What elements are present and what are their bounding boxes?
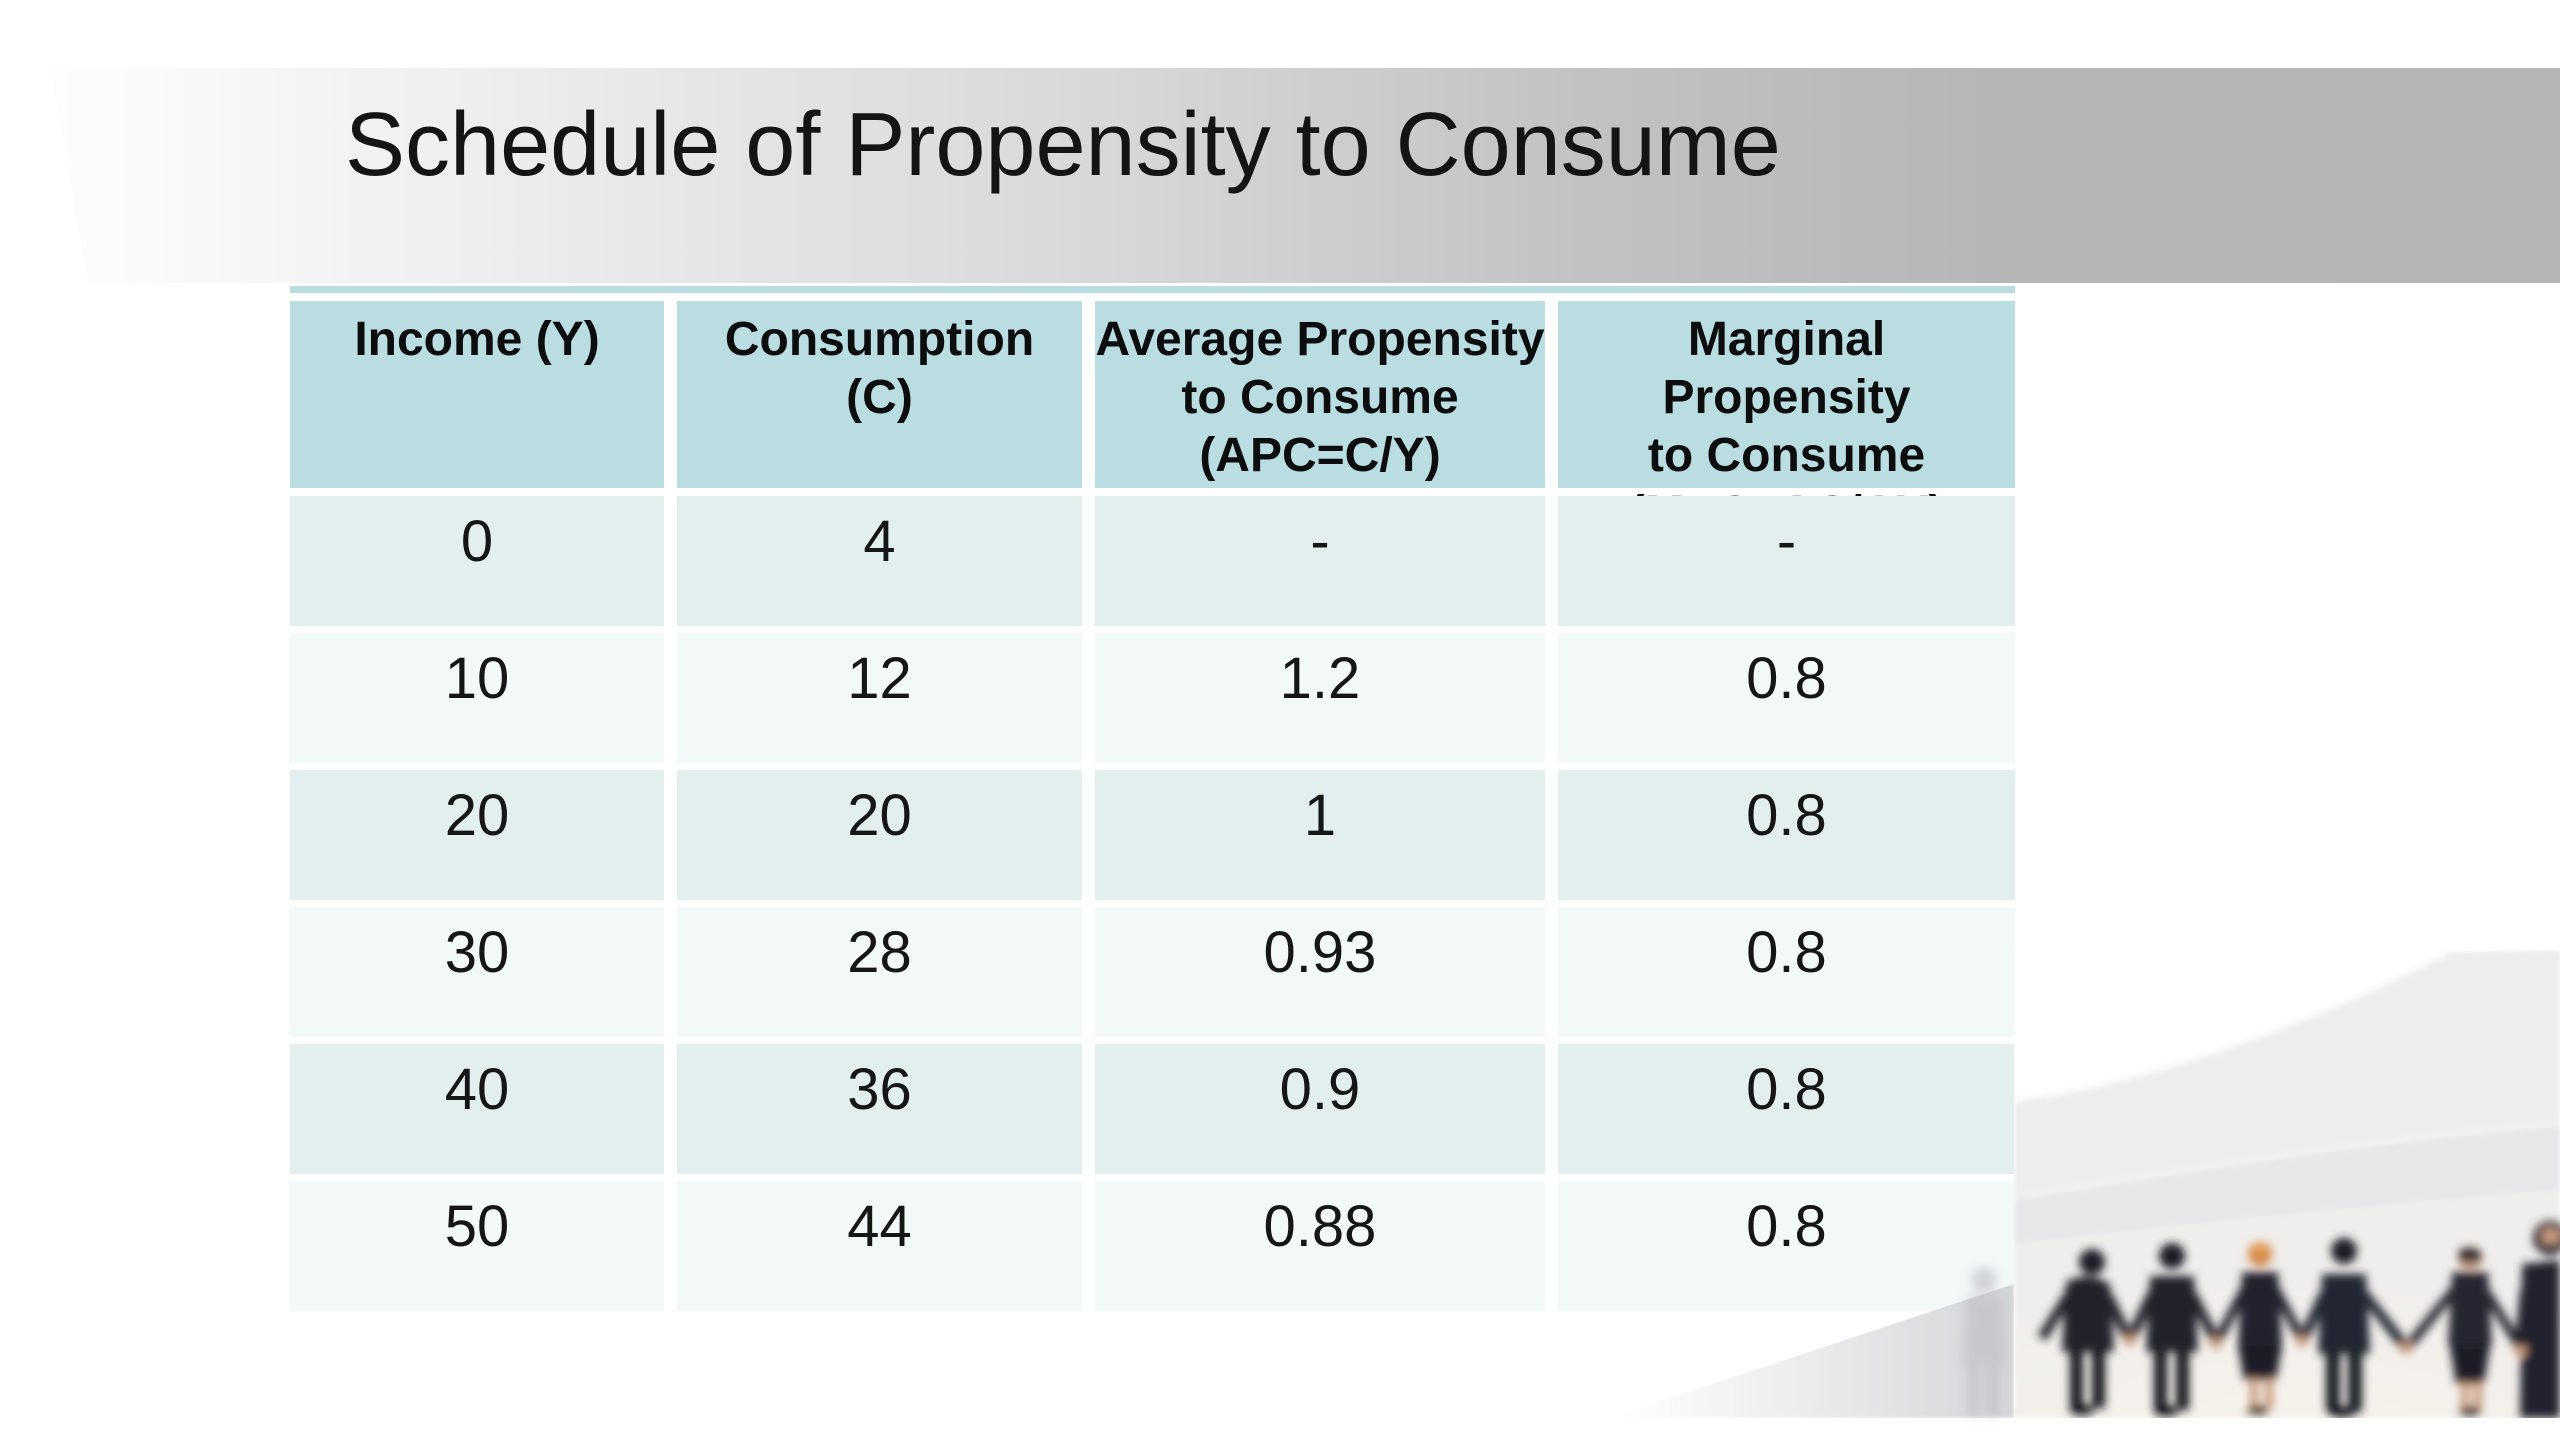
slide-title: Schedule of Propensity to Consume xyxy=(345,95,1781,195)
table-cell: 0 xyxy=(290,496,677,633)
header-cell-consumption: Consumption (C) xyxy=(677,301,1095,496)
table-cell: 1.2 xyxy=(1095,633,1558,770)
header-cell-apc: Average Propensity to Consume (APC=C/Y) xyxy=(1095,301,1558,496)
table-cell: 40 xyxy=(290,1044,677,1181)
table-cell: 0.8 xyxy=(1558,633,2015,770)
ghost-figure-silhouette xyxy=(1962,1267,2006,1416)
header-cell-mpc: Marginal Propensity to Consume (MPC=ΔC/Δ… xyxy=(1558,301,2015,540)
table-grid: Income (Y) Consumption (C) Average Prope… xyxy=(290,301,2015,1311)
table-cell: 28 xyxy=(677,907,1095,1044)
table-cell: 20 xyxy=(290,770,677,907)
table-cell: 0.8 xyxy=(1558,1044,2015,1181)
table-cell: 0.9 xyxy=(1095,1044,1558,1181)
header-cell-income: Income (Y) xyxy=(290,301,677,496)
table-cell: 0.8 xyxy=(1558,770,2015,907)
table-cell: 12 xyxy=(677,633,1095,770)
table-cell: 0.93 xyxy=(1095,907,1558,1044)
table-cell: 1 xyxy=(1095,770,1558,907)
people-silhouettes xyxy=(2037,1221,2560,1418)
table-cell: 50 xyxy=(290,1181,677,1311)
schedule-table: Income (Y) Consumption (C) Average Prope… xyxy=(290,286,2015,1311)
table-cell: 30 xyxy=(290,907,677,1044)
table-cell: 0.8 xyxy=(1558,907,2015,1044)
table-cell: 0.88 xyxy=(1095,1181,1558,1311)
table-cell: 0.8 xyxy=(1558,1181,2015,1311)
table-top-border xyxy=(290,286,2015,293)
table-cell: 4 xyxy=(677,496,1095,633)
table-cell: - xyxy=(1558,496,2015,633)
table-cell: 10 xyxy=(290,633,677,770)
table-cell: 44 xyxy=(677,1181,1095,1311)
people-holding-hands-photo xyxy=(2014,950,2560,1418)
table-cell: 36 xyxy=(677,1044,1095,1181)
table-cell: 20 xyxy=(677,770,1095,907)
table-cell: - xyxy=(1095,496,1558,633)
title-banner: Schedule of Propensity to Consume xyxy=(49,68,2560,283)
